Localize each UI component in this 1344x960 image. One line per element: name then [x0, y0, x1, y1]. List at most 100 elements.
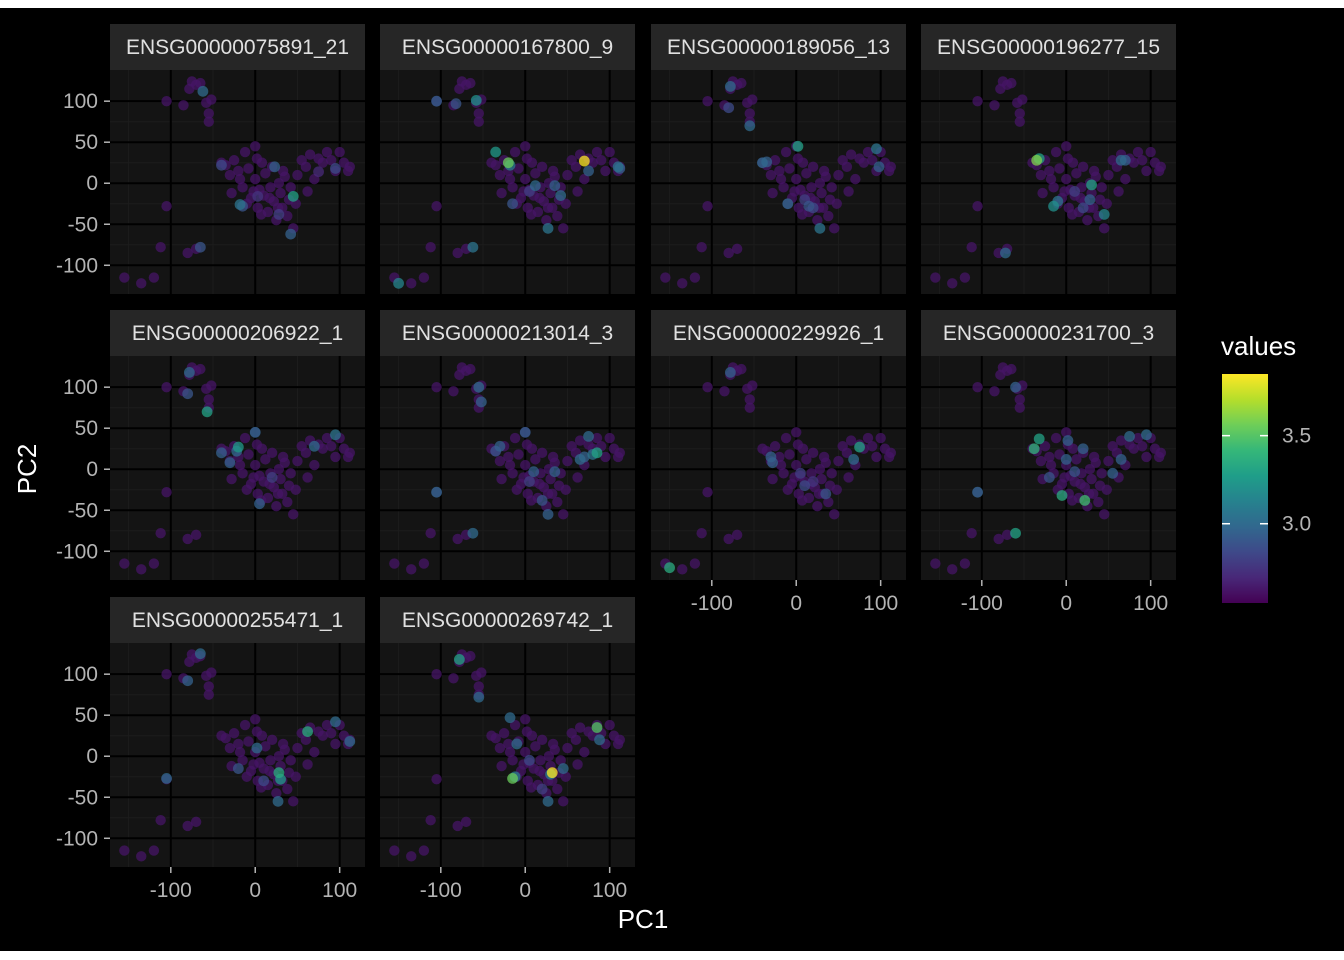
scatter-point — [183, 367, 195, 378]
scatter-point — [574, 722, 586, 733]
scatter-point — [302, 186, 313, 197]
facet-title: ENSG00000213014_3 — [402, 322, 613, 345]
scatter-point — [203, 108, 214, 119]
scatter-point — [452, 533, 463, 545]
scatter-point — [292, 455, 303, 467]
scatter-point — [784, 449, 795, 460]
scatter-point — [431, 95, 442, 107]
scatter-point — [1077, 161, 1089, 173]
scatter-point — [465, 77, 476, 89]
scatter-point — [552, 496, 563, 508]
scatter-point — [574, 435, 586, 446]
scatter-point — [511, 738, 523, 750]
scatter-point — [812, 500, 823, 512]
scatter-point — [317, 157, 328, 168]
scatter-point — [1048, 200, 1059, 212]
scatter-point — [858, 157, 869, 168]
scatter-point — [182, 533, 193, 545]
scatter-point — [801, 454, 812, 465]
scatter-point — [1079, 495, 1091, 506]
scatter-point — [536, 734, 548, 746]
scatter-point — [724, 81, 736, 92]
scatter-point — [393, 277, 404, 289]
scatter-point — [525, 782, 537, 793]
scatter-point — [1031, 154, 1043, 166]
scatter-point — [536, 783, 548, 795]
scatter-point — [450, 98, 462, 110]
scatter-point — [431, 774, 442, 785]
scatter-point — [190, 529, 202, 541]
scatter-point — [841, 447, 853, 459]
scatter-point — [344, 447, 356, 459]
scatter-point — [792, 140, 804, 152]
facet-panel: ENSG00000255471_1 -100 -50 0 50 100 -100 0 100 — [56, 597, 365, 902]
scatter-point — [228, 728, 240, 739]
scatter-point — [389, 558, 400, 569]
y-tick-label: -100 — [56, 540, 98, 563]
scatter-point — [271, 787, 282, 799]
scatter-point — [789, 186, 800, 197]
scatter-point — [197, 85, 209, 97]
scatter-point — [845, 149, 857, 160]
scatter-point — [326, 155, 337, 166]
scatter-point — [660, 272, 671, 283]
scatter-point — [265, 755, 276, 766]
scatter-point — [513, 449, 524, 460]
scatter-point — [494, 440, 506, 452]
facet-title: ENSG00000167800_9 — [402, 36, 613, 59]
scatter-point — [234, 459, 246, 471]
scatter-point — [273, 209, 285, 220]
scatter-point — [873, 161, 885, 173]
scatter-point — [1006, 363, 1017, 375]
scatter-point — [528, 466, 540, 478]
y-tick-label: -50 — [68, 786, 98, 809]
scatter-point — [406, 278, 417, 289]
scatter-point — [321, 432, 333, 444]
scatter-point — [549, 180, 561, 192]
scatter-point — [226, 187, 237, 199]
scatter-point — [239, 719, 251, 731]
scatter-point — [806, 468, 817, 479]
scatter-point — [1050, 146, 1062, 158]
scatter-point — [513, 163, 524, 174]
scatter-point — [292, 169, 303, 181]
scatter-point — [1093, 496, 1104, 508]
scatter-point — [251, 153, 263, 164]
scatter-point — [1101, 198, 1112, 209]
scatter-point — [549, 466, 561, 478]
x-tick-label: 0 — [1060, 592, 1072, 615]
scatter-point — [241, 484, 252, 495]
facet-title: ENSG00000269742_1 — [402, 609, 613, 632]
scatter-point — [1001, 529, 1013, 541]
scatter-point — [282, 783, 293, 795]
facet-title: ENSG00000075891_21 — [126, 36, 349, 59]
scatter-point — [406, 564, 417, 575]
scatter-point — [702, 95, 713, 107]
scatter-point — [552, 783, 563, 795]
scatter-point — [587, 157, 598, 168]
scatter-point — [1028, 443, 1040, 455]
scatter-point — [252, 190, 264, 202]
scatter-point — [774, 165, 785, 177]
scatter-point — [233, 165, 244, 177]
scatter-point — [1014, 394, 1025, 405]
scatter-point — [546, 767, 558, 779]
scatter-point — [330, 429, 341, 441]
scatter-point — [799, 480, 811, 492]
x-tick-label: 100 — [592, 879, 627, 902]
scatter-point — [258, 775, 270, 787]
scatter-point — [1044, 165, 1055, 177]
scatter-point — [496, 760, 507, 772]
scatter-point — [460, 816, 472, 828]
scatter-point — [1059, 186, 1070, 197]
scatter-point — [1137, 441, 1148, 452]
scatter-point — [966, 242, 977, 253]
scatter-point — [780, 432, 792, 444]
scatter-point — [744, 394, 755, 405]
scatter-point — [182, 388, 194, 400]
scatter-point — [1035, 455, 1047, 467]
scatter-point — [542, 202, 554, 214]
scatter-point — [317, 730, 328, 741]
scatter-point — [572, 186, 583, 197]
scatter-point — [833, 455, 844, 467]
